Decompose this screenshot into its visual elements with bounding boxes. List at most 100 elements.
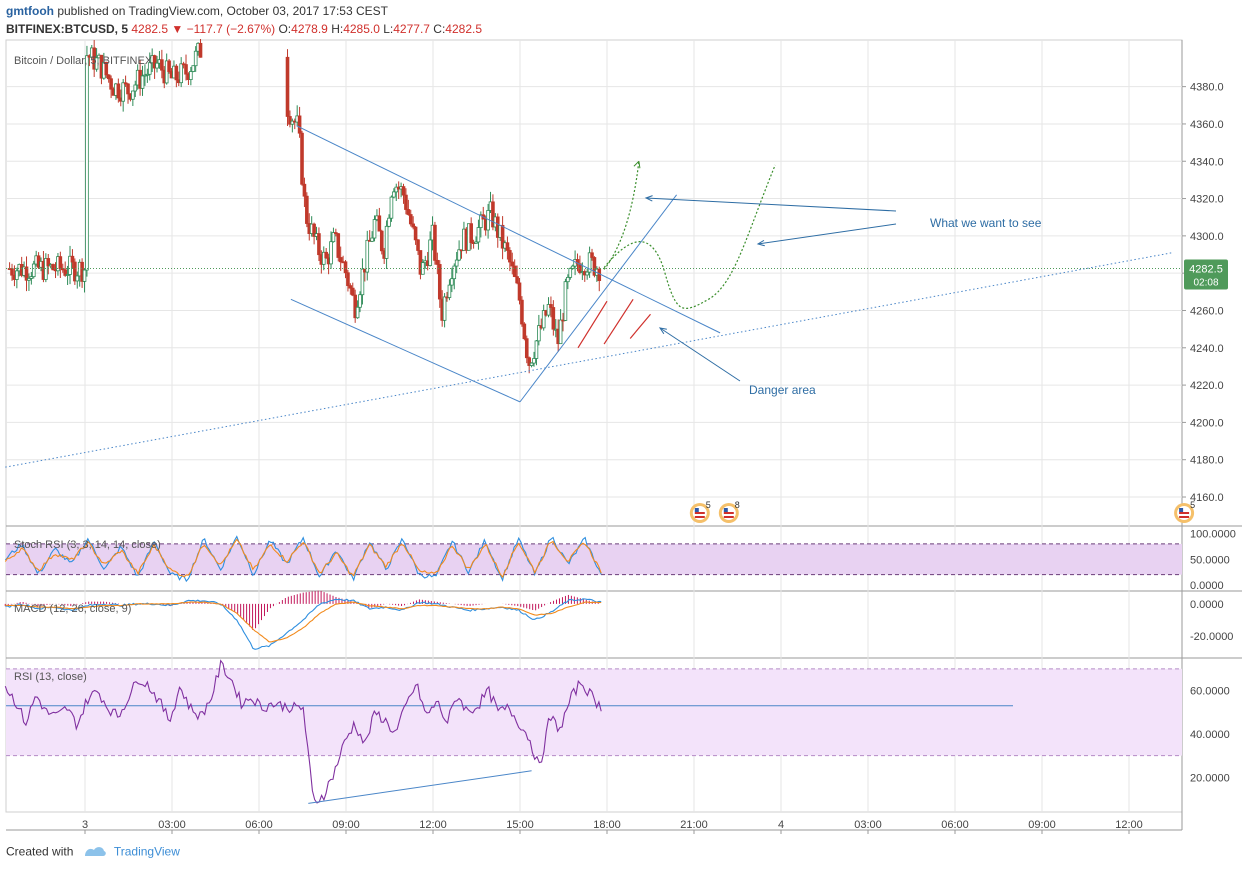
want-arrow-2: [757, 223, 897, 245]
candle-body: [152, 55, 157, 69]
candle-body: [563, 281, 568, 321]
candle-body: [109, 78, 113, 90]
candle-body: [15, 270, 19, 280]
x-tick-label: 06:00: [941, 819, 969, 831]
event-stars: [1179, 508, 1184, 512]
created-with-label: Created with: [6, 844, 74, 859]
open-label: O:: [278, 22, 292, 36]
candle-body: [372, 219, 377, 239]
x-tick-label: 12:00: [419, 819, 447, 831]
candle-body: [505, 242, 510, 251]
low-label: L:: [383, 22, 394, 36]
danger-arrow-head: [658, 327, 667, 335]
x-tick-label: 18:00: [593, 819, 621, 831]
scenario-retest-path: [603, 164, 776, 309]
candle-body: [338, 257, 343, 263]
event-stars: [694, 508, 699, 512]
candle-body: [131, 90, 135, 100]
rsi-tick-label: 40.0000: [1190, 729, 1230, 741]
candle-body: [408, 214, 413, 225]
candle-body: [123, 82, 128, 85]
candle-body: [191, 65, 196, 72]
want-arrow-2-head: [756, 239, 765, 247]
candle-body: [353, 294, 357, 319]
candle-body: [401, 186, 406, 196]
candle-body: [428, 239, 432, 266]
candle-body: [140, 75, 145, 89]
candle-body: [508, 250, 512, 263]
candle-body: [537, 325, 541, 342]
publish-header: gmtfooh published on TradingView.com, Oc…: [6, 4, 388, 18]
publish-info: published on TradingView.com, October 03…: [57, 4, 388, 18]
candle-body: [179, 63, 183, 84]
candle-body: [587, 252, 592, 273]
candle-body: [558, 319, 563, 345]
y-tick-label: 4200.0: [1190, 417, 1224, 429]
candle-body: [469, 223, 473, 243]
rsi-legend: RSI (13, close): [14, 671, 87, 683]
candle-body: [452, 265, 457, 280]
candle-body: [334, 232, 338, 235]
candle-body: [421, 262, 425, 275]
candle-body: [387, 217, 391, 227]
high-value: 4285.0: [343, 22, 380, 36]
event-stripe: [1179, 512, 1190, 514]
candle-body: [454, 259, 459, 267]
scenario-arrowhead: [633, 160, 641, 169]
event-count: 5: [706, 500, 711, 510]
candle-body: [394, 186, 399, 193]
candle-body: [450, 278, 454, 286]
candle-body: [435, 259, 440, 265]
rsi-band: [6, 668, 1182, 756]
candle-body: [510, 261, 515, 267]
candle-body: [474, 241, 478, 244]
candle-body: [389, 196, 394, 219]
low-value: 4277.7: [393, 22, 430, 36]
scenario-breakout-path: [603, 161, 640, 270]
macd-signal-line: [5, 601, 602, 643]
candle-body: [73, 261, 77, 282]
candle-body: [546, 304, 551, 316]
candle-body: [527, 357, 531, 366]
candle-body: [133, 84, 138, 92]
candle-body: [515, 276, 519, 284]
candle-body: [65, 274, 70, 276]
candle-body: [302, 183, 307, 197]
candle-body: [437, 264, 442, 300]
danger-hatch: [577, 300, 608, 349]
candle-body: [297, 115, 302, 134]
candle-body: [106, 74, 111, 80]
countdown-label: 02:08: [1193, 278, 1218, 289]
candle-body: [585, 271, 589, 276]
x-tick-label: 03:00: [854, 819, 882, 831]
x-tick-label: 06:00: [245, 819, 273, 831]
candle-body: [68, 255, 72, 275]
x-tick-label: 09:00: [332, 819, 360, 831]
candle-body: [406, 209, 411, 215]
y-tick-label: 4180.0: [1190, 455, 1224, 467]
candle-body: [566, 276, 570, 283]
event-stars: [723, 508, 728, 512]
candle-body: [184, 64, 188, 75]
candle-body: [24, 266, 29, 281]
candle-body: [288, 116, 292, 125]
candle-body: [94, 57, 99, 70]
symbol-name[interactable]: BITFINEX:BTCUSD, 5: [6, 22, 129, 36]
candle-body: [404, 194, 408, 210]
candles: [7, 38, 602, 374]
stoch-tick-label: 100.0000: [1190, 529, 1236, 541]
tradingview-link[interactable]: TradingView: [113, 844, 180, 859]
candle-body: [27, 278, 31, 281]
candle-body: [457, 249, 461, 261]
candle-body: [350, 287, 355, 296]
event-stripe: [694, 516, 705, 518]
y-tick-label: 4240.0: [1190, 343, 1224, 355]
candle-body: [568, 268, 573, 278]
us-event-icon: 5: [689, 500, 711, 523]
y-tick-label: 4360.0: [1190, 119, 1224, 131]
candle-body: [312, 223, 316, 237]
author-name[interactable]: gmtfooh: [6, 4, 54, 18]
candle-body: [82, 269, 87, 282]
x-tick-label: 09:00: [1028, 819, 1056, 831]
